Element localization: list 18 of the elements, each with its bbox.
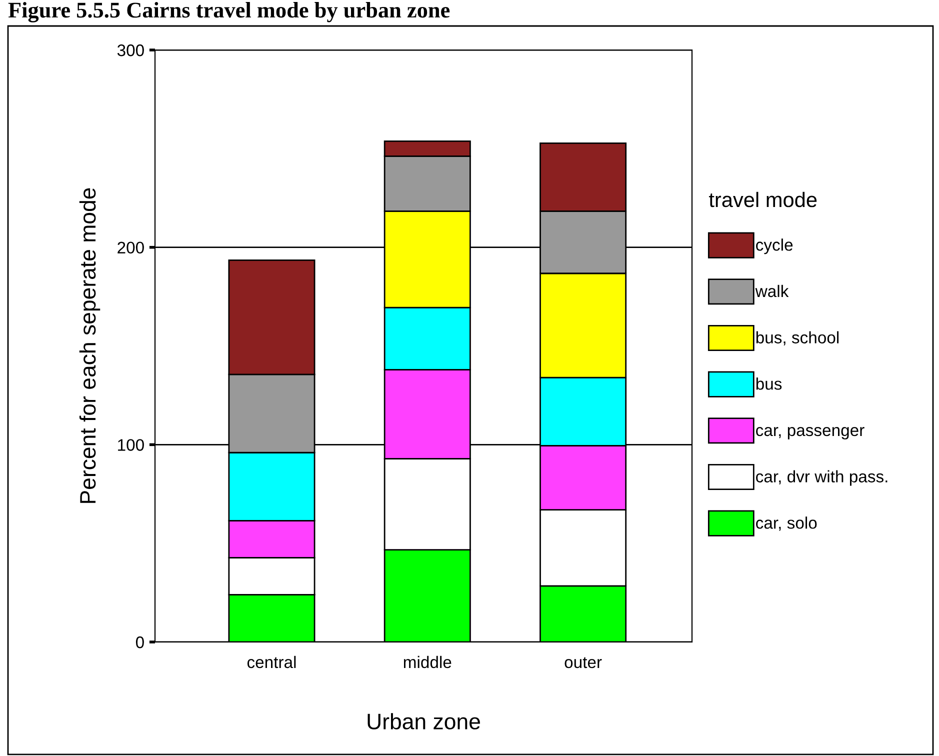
y-tick-label: 300 [117,44,144,56]
y-tick-label: 0 [136,636,144,648]
chart-title: Figure 5.5.5 Cairns travel mode by urban zone [8,2,450,22]
x-tick-label: middle [404,656,452,668]
legend-label: car, solo [756,516,817,531]
legend-label: bus, school [756,331,839,346]
legend-label: bus [756,378,782,390]
legend-label: walk [755,284,789,298]
legend-label: car, passenger [756,427,864,440]
legend-title: travel mode [708,192,817,208]
x-axis-title: Urban zone [368,713,480,730]
y-axis-title: Percent for each seperate mode [79,188,100,503]
legend-label: car, dvr with pass. [756,470,888,486]
y-tick-label: 100 [118,439,144,451]
legend-label: cycle [756,238,793,254]
x-tick-label: outer [564,657,602,668]
y-tick-label: 200 [118,242,144,254]
x-tick-label: central [247,656,296,668]
